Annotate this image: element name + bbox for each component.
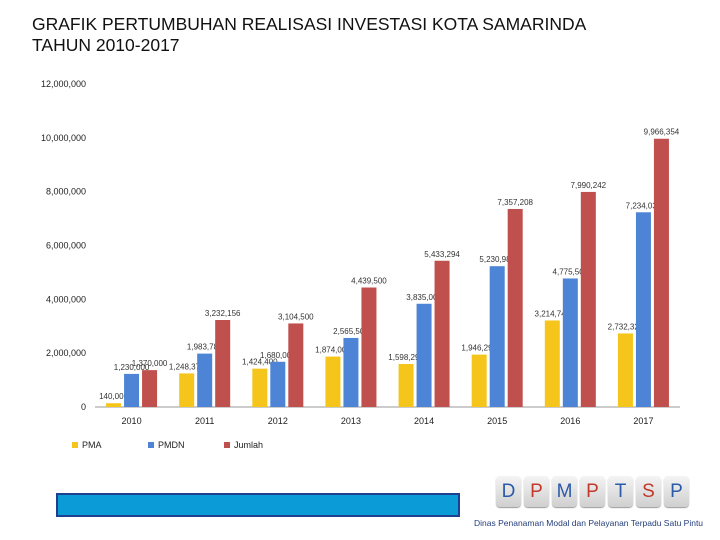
y-tick-label: 4,000,000	[46, 294, 86, 304]
bar-jumlah-2012	[288, 323, 304, 407]
legend-label-jumlah: Jumlah	[234, 440, 264, 450]
data-label-pma-2016: 3,214,740	[535, 309, 571, 318]
data-label-jumlah-2016: 7,990,242	[571, 181, 607, 190]
data-label-pmdn-2015: 5,230,984	[479, 255, 515, 264]
bar-pma-2017	[617, 333, 633, 407]
bar-pmdn-2017	[635, 212, 651, 407]
data-label-pmdn-2010: 1,230,000	[114, 363, 150, 372]
legend-item-pma: PMA	[72, 440, 148, 450]
data-label-jumlah-2015: 7,357,208	[497, 198, 533, 207]
x-tick-label: 2017	[633, 416, 653, 426]
logo-letter: P	[580, 476, 605, 507]
chart-title-line1: GRAFIK PERTUMBUHAN REALISASI INVESTASI K…	[32, 14, 587, 34]
bar-pmdn-2012	[270, 361, 286, 407]
data-label-pmdn-2016: 4,775,500	[553, 267, 589, 276]
y-tick-label: 12,000,000	[41, 79, 86, 89]
data-label-pmdn-2013: 2,565,500	[333, 327, 369, 336]
data-label-pma-2010: 140,000	[99, 392, 128, 401]
bar-pma-2010	[106, 403, 122, 407]
bar-pma-2016	[544, 320, 560, 407]
x-tick-label: 2016	[560, 416, 580, 426]
data-label-pma-2011: 1,248,372	[169, 362, 205, 371]
x-tick-label: 2015	[487, 416, 507, 426]
bar-pmdn-2010	[124, 373, 140, 407]
bar-pmdn-2015	[489, 266, 505, 407]
data-label-pmdn-2012: 1,680,000	[260, 351, 296, 360]
data-label-pma-2013: 1,874,000	[315, 346, 351, 355]
legend-item-pmdn: PMDN	[148, 440, 224, 450]
data-label-jumlah-2012: 3,104,500	[278, 312, 314, 321]
y-tick-label: 0	[81, 402, 86, 412]
legend-label-pmdn: PMDN	[158, 440, 185, 450]
bar-pma-2014	[398, 363, 414, 407]
data-label-jumlah-2011: 3,232,156	[205, 309, 241, 318]
bar-pmdn-2013	[343, 337, 359, 407]
bar-pma-2011	[179, 373, 195, 407]
bar-jumlah-2014	[434, 260, 450, 407]
logo-letter: D	[496, 476, 521, 507]
data-label-pmdn-2017: 7,234,030	[626, 201, 662, 210]
legend-swatch-jumlah	[224, 442, 230, 448]
data-label-jumlah-2014: 5,433,294	[424, 250, 460, 259]
x-tick-label: 2014	[414, 416, 434, 426]
y-tick-label: 8,000,000	[46, 187, 86, 197]
bar-jumlah-2013	[361, 287, 377, 407]
bar-jumlah-2011	[215, 320, 231, 407]
chart-title-line2: TAHUN 2010-2017	[32, 35, 180, 55]
data-label-pma-2012: 1,424,400	[242, 358, 278, 367]
bar-pma-2013	[325, 356, 341, 407]
chart-legend: PMA PMDN Jumlah	[72, 440, 300, 450]
bar-pma-2012	[252, 368, 268, 407]
bar-chart: 0 2,000,000 4,000,000 6,000,000 8,000,000 10,…	[41, 79, 680, 426]
data-label-jumlah-2010: 1,370,000	[132, 359, 168, 368]
bar-jumlah-2015	[507, 208, 523, 407]
x-tick-label: 2012	[268, 416, 288, 426]
chart-title: GRAFIK PERTUMBUHAN REALISASI INVESTASI K…	[32, 14, 586, 56]
x-tick-label: 2013	[341, 416, 361, 426]
legend-swatch-pma	[72, 442, 78, 448]
data-label-jumlah-2017: 9,966,354	[644, 128, 680, 137]
bar-jumlah-2010	[142, 370, 158, 407]
logo-subtitle: Dinas Penanaman Modal dan Pelayanan Terp…	[474, 518, 704, 528]
data-label-pma-2017: 2,732,323	[608, 322, 644, 331]
data-label-pma-2015: 1,946,294	[461, 344, 497, 353]
bar-pmdn-2016	[562, 278, 578, 407]
logo-letter: M	[552, 476, 577, 507]
legend-swatch-pmdn	[148, 442, 154, 448]
logo-letter: T	[608, 476, 633, 507]
bar-jumlah-2016	[580, 191, 596, 407]
y-tick-label: 10,000,000	[41, 133, 86, 143]
x-tick-label: 2010	[122, 416, 142, 426]
data-label-pma-2014: 1,598,294	[388, 353, 424, 362]
legend-label-pma: PMA	[82, 440, 102, 450]
bar-pmdn-2011	[197, 353, 213, 407]
bar-jumlah-2017	[653, 138, 669, 408]
bar-pmdn-2014	[416, 303, 432, 407]
x-tick-label: 2011	[195, 416, 214, 426]
y-tick-label: 6,000,000	[46, 241, 86, 251]
logo-letter: P	[524, 476, 549, 507]
y-tick-label: 2,000,000	[46, 348, 86, 358]
footer-banner	[56, 493, 460, 517]
legend-item-jumlah: Jumlah	[224, 440, 300, 450]
logo-letter: S	[636, 476, 661, 507]
data-label-pmdn-2011: 1,983,784	[187, 343, 223, 352]
logo-letter: P	[664, 476, 689, 507]
data-label-jumlah-2013: 4,439,500	[351, 277, 387, 286]
bar-pma-2015	[471, 354, 487, 407]
data-label-pmdn-2014: 3,835,000	[406, 293, 442, 302]
